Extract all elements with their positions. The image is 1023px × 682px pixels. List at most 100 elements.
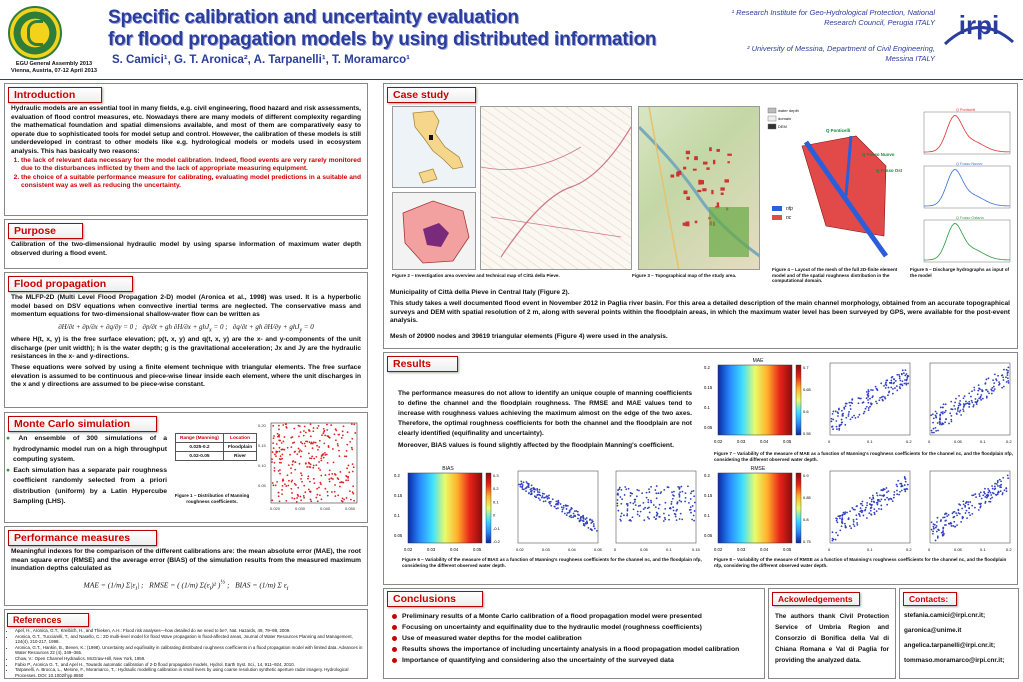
sample-point [281,493,284,496]
sample-point [312,477,315,480]
scatter-point [959,403,962,406]
sample-point [298,435,300,438]
flood-propagation-panel: Flood propagation The MLFP-2D (Multi Lev… [4,272,368,408]
scatter-point [896,373,899,376]
scatter-point [654,506,657,509]
scatter-point [996,481,999,484]
sample-point [308,452,310,455]
sample-point [326,435,329,437]
scatter-point [971,504,974,507]
scatter-point [894,387,896,389]
inflow-label: Q Fosso Ostaria [876,168,902,173]
sample-point [322,428,325,430]
scatter-point [941,422,944,425]
scatter-point [566,512,569,514]
scatter-point [836,521,839,524]
sample-point [330,424,333,427]
scatter-point [838,427,841,430]
scatter-point [593,527,596,530]
channel-domain [803,140,889,258]
conclusion-item: Importance of quantifying and considerin… [392,657,764,664]
scatter-point [647,499,650,501]
scatter-point [899,379,902,382]
scatter-point [932,421,934,424]
sample-point [345,449,348,452]
scatter-point [979,505,982,508]
contact-email[interactable]: stefania.camici@irpi.cnr.it; [904,612,986,619]
tick-label: 0.05 [258,483,267,488]
scatter-point [636,495,638,498]
scatter-point [939,520,942,522]
sample-point [326,423,328,426]
tick-label: 0.03 [542,547,551,552]
scatter-point [970,395,972,398]
acknowledgements-panel: Ackowledgements The authors thank Civil … [768,588,896,679]
sample-point [277,435,279,438]
scatter-point [678,518,681,520]
scatter-point [626,509,629,512]
scatter-point [638,489,640,492]
scatter-point [962,500,965,503]
scatter-point [984,487,986,490]
inflow-label: Q Fosso Nuovo [862,152,895,157]
scatter-point [1003,368,1005,371]
monte-carlo-item: Each simulation has a separate pair roug… [13,466,167,508]
dsv-equations: ∂H/∂t + ∂p/∂x + ∂q/∂y = 0 ; ∂p/∂t + gh ∂… [58,322,314,334]
sample-point [285,499,288,502]
scatter-point [616,504,619,507]
tick-label: 0.03 [737,547,746,552]
sample-point [332,461,335,464]
scatter-point [836,517,838,520]
scatter-point [577,517,579,520]
scatter-point [996,479,999,482]
sample-point [319,481,322,484]
scatter-point [906,483,909,486]
scatter-point [565,508,568,510]
scatter-point [971,401,974,404]
references-panel: References Apel, H., Aronica, G.T., Krei… [4,609,368,679]
references-list: Apel, H., Aronica, G.T., Kreibich, H., a… [5,628,367,678]
scatter-point [673,512,676,515]
contact-email[interactable]: angelica.tarpanelli@irpi.cnr.it; [904,642,996,649]
scatter-point [853,508,856,511]
scatter-point [968,403,970,406]
scatter-point [963,395,966,398]
scatter-point [944,409,947,412]
heatmap-title: BIAS [442,466,454,472]
tick-label: 0.05 [954,547,963,552]
scatter-point [636,513,639,516]
contact-email[interactable]: garonica@unime.it [904,627,962,634]
building-mark [685,150,691,155]
sample-point [322,453,325,455]
sample-point [297,495,300,497]
building-mark [727,153,732,156]
scatter-point [546,497,549,500]
sample-point [320,483,322,486]
scatter-point [667,514,670,517]
contact-email[interactable]: tommaso.moramarco@irpi.cnr.it; [904,657,1005,664]
sample-point [291,460,294,463]
scatter-point [663,488,666,491]
scatter-point [663,516,666,519]
scatter-point [968,392,971,395]
scatter-point [904,488,906,491]
scatter-point [679,512,682,515]
scatter-point [848,525,851,527]
scatter-point [624,486,627,488]
building-mark [692,168,697,171]
sample-point [343,455,346,458]
conclusions-panel: Conclusions Preliminary results of a Mon… [383,588,765,679]
sample-point [303,425,306,428]
scatter-point [935,530,938,533]
scatter-point [539,499,541,501]
irpi-logo-icon: irpi [943,10,1014,46]
sample-point [300,472,302,475]
scatter-point [957,512,960,514]
scatter-point [935,416,938,419]
scatter-point [971,390,973,393]
purpose-text: Calibration of the two-dimensional hydra… [11,241,361,257]
legend-label: DEM [778,124,787,129]
sample-point [327,446,330,448]
conclusion-item: Results shows the importance of includin… [392,646,764,653]
scatter-point [849,510,851,513]
